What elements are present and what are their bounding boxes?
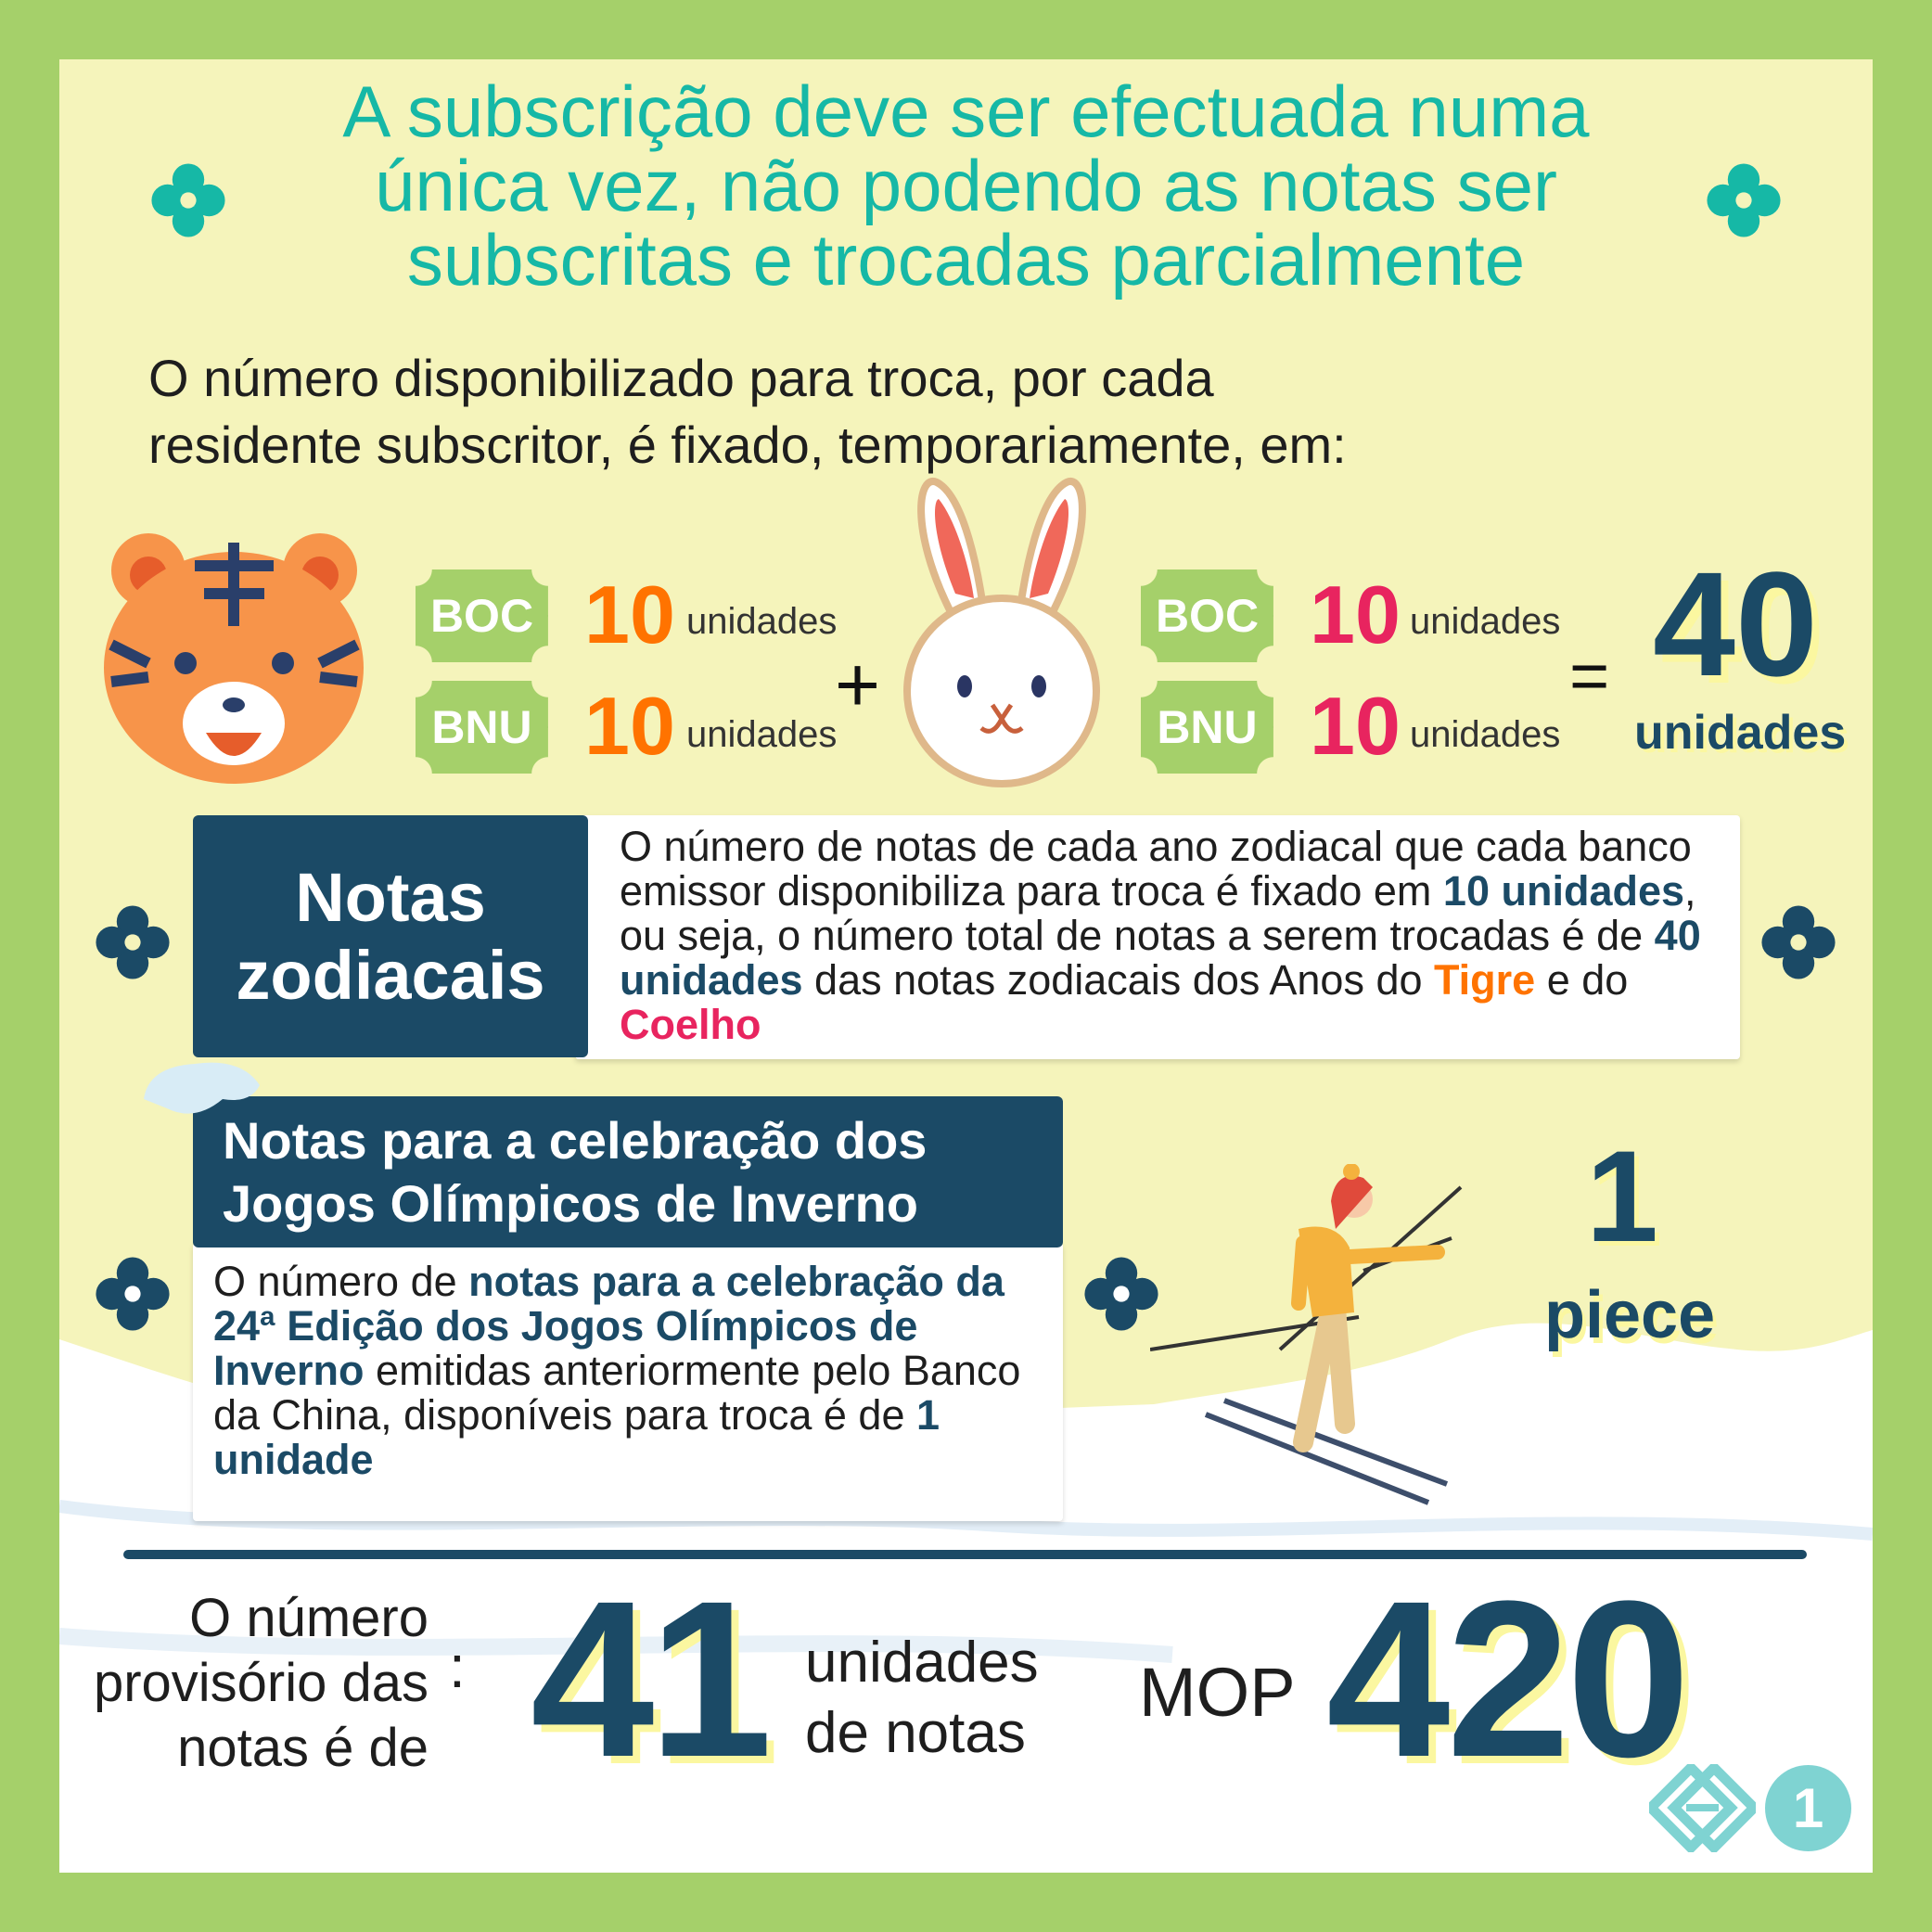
rabbit-boc-count: 10 xyxy=(1310,569,1401,660)
unit-line: de notas xyxy=(805,1701,1026,1765)
logo-icon xyxy=(1649,1764,1756,1852)
flower-icon xyxy=(151,163,225,237)
text: , ou seja, o número total de notas a ser… xyxy=(620,867,1696,959)
unit-label: unidades xyxy=(686,601,838,642)
title-line: única vez, não podendo as notas ser xyxy=(375,145,1557,226)
flower-icon xyxy=(1761,905,1836,979)
heading-line: Notas para a celebração dos xyxy=(223,1111,928,1170)
unit-line: unidades xyxy=(805,1631,1039,1695)
flower-icon xyxy=(1084,1257,1158,1331)
label-line: provisório das xyxy=(93,1653,429,1713)
bold-text: 1 unidade xyxy=(213,1391,940,1483)
heading-line: Notas xyxy=(295,858,486,936)
zodiac-text: O número de notas de cada ano zodiacal q… xyxy=(620,825,1733,1047)
text: emitidas anteriormente pelo Banco da Chi… xyxy=(213,1347,1021,1439)
bold-text: 10 unidades xyxy=(1442,867,1685,915)
unit-label: unidades xyxy=(1410,714,1561,755)
label-line: notas é de xyxy=(177,1718,429,1778)
olympic-count-unit: piece xyxy=(1544,1278,1716,1352)
colon: : xyxy=(449,1633,466,1700)
summary-count: 41 xyxy=(531,1555,773,1803)
zodiac-description: O número de notas de cada ano zodiacal q… xyxy=(575,815,1740,1059)
olympic-text: O número de notas para a celebração da 2… xyxy=(213,1260,1057,1482)
title-line: subscritas e trocadas parcialmente xyxy=(406,219,1526,301)
unit-label: unidades xyxy=(1410,601,1561,642)
subtitle-line: residente subscritor, é fixado, temporar… xyxy=(148,416,1347,474)
boc-badge: BOC xyxy=(416,569,548,662)
tiger-icon xyxy=(104,533,364,784)
heading-line: zodiacais xyxy=(236,936,545,1014)
text: O número de xyxy=(213,1258,469,1305)
snow-cap-icon xyxy=(144,1062,260,1114)
olympic-count: 1 xyxy=(1586,1123,1658,1269)
text: das notas zodiacais dos Anos do xyxy=(802,956,1434,1004)
rabbit-bnu-count: 10 xyxy=(1310,680,1401,772)
bold-text: 40 unidades xyxy=(620,912,1701,1004)
heading-line: Jogos Olímpicos de Inverno xyxy=(223,1174,918,1233)
summary-amount: 420 xyxy=(1326,1555,1690,1803)
summary-count-unit: unidades de notas xyxy=(805,1628,1039,1769)
currency: MOP xyxy=(1139,1654,1296,1731)
total-count: 40 xyxy=(1653,541,1818,707)
flower-icon xyxy=(96,905,170,979)
olympic-description: O número de notas para a celebração da 2… xyxy=(193,1243,1063,1521)
text: O número de notas de cada ano zodiacal q… xyxy=(620,823,1692,915)
plus-sign: + xyxy=(835,641,881,728)
divider xyxy=(123,1550,1807,1559)
rabbit-text: Coelho xyxy=(620,1001,761,1048)
bnu-badge: BNU xyxy=(416,681,548,774)
tiger-boc-count: 10 xyxy=(584,569,675,660)
page-title: A subscrição deve ser efectuada numa úni… xyxy=(0,74,1932,297)
tiger-bnu-count: 10 xyxy=(584,680,675,772)
title-line: A subscrição deve ser efectuada numa xyxy=(342,70,1590,152)
flower-icon xyxy=(96,1257,170,1331)
boc-badge: BOC xyxy=(1141,569,1273,662)
rabbit-icon xyxy=(903,478,1100,787)
unit-label: unidades xyxy=(686,714,838,755)
text: e do xyxy=(1535,956,1629,1004)
zodiac-heading: Notas zodiacais xyxy=(193,815,588,1057)
skier-illustration xyxy=(1150,1164,1463,1505)
tiger-text: Tigre xyxy=(1434,956,1536,1004)
total-unit: unidades xyxy=(1634,706,1847,760)
bnu-badge: BNU xyxy=(1141,681,1273,774)
subtitle: O número disponibilizado para troca, por… xyxy=(148,345,1347,479)
bold-text: notas para a celebração da 24ª Edição do… xyxy=(213,1258,1004,1394)
subtitle-line: O número disponibilizado para troca, por… xyxy=(148,349,1214,407)
label-line: O número xyxy=(189,1588,429,1648)
equals-sign: = xyxy=(1569,637,1610,714)
page-number-badge: 1 xyxy=(1765,1765,1851,1851)
summary-label: O número provisório das notas é de xyxy=(56,1586,429,1781)
flower-icon xyxy=(1707,163,1781,237)
olympic-heading: Notas para a celebração dos Jogos Olímpi… xyxy=(193,1096,1063,1247)
